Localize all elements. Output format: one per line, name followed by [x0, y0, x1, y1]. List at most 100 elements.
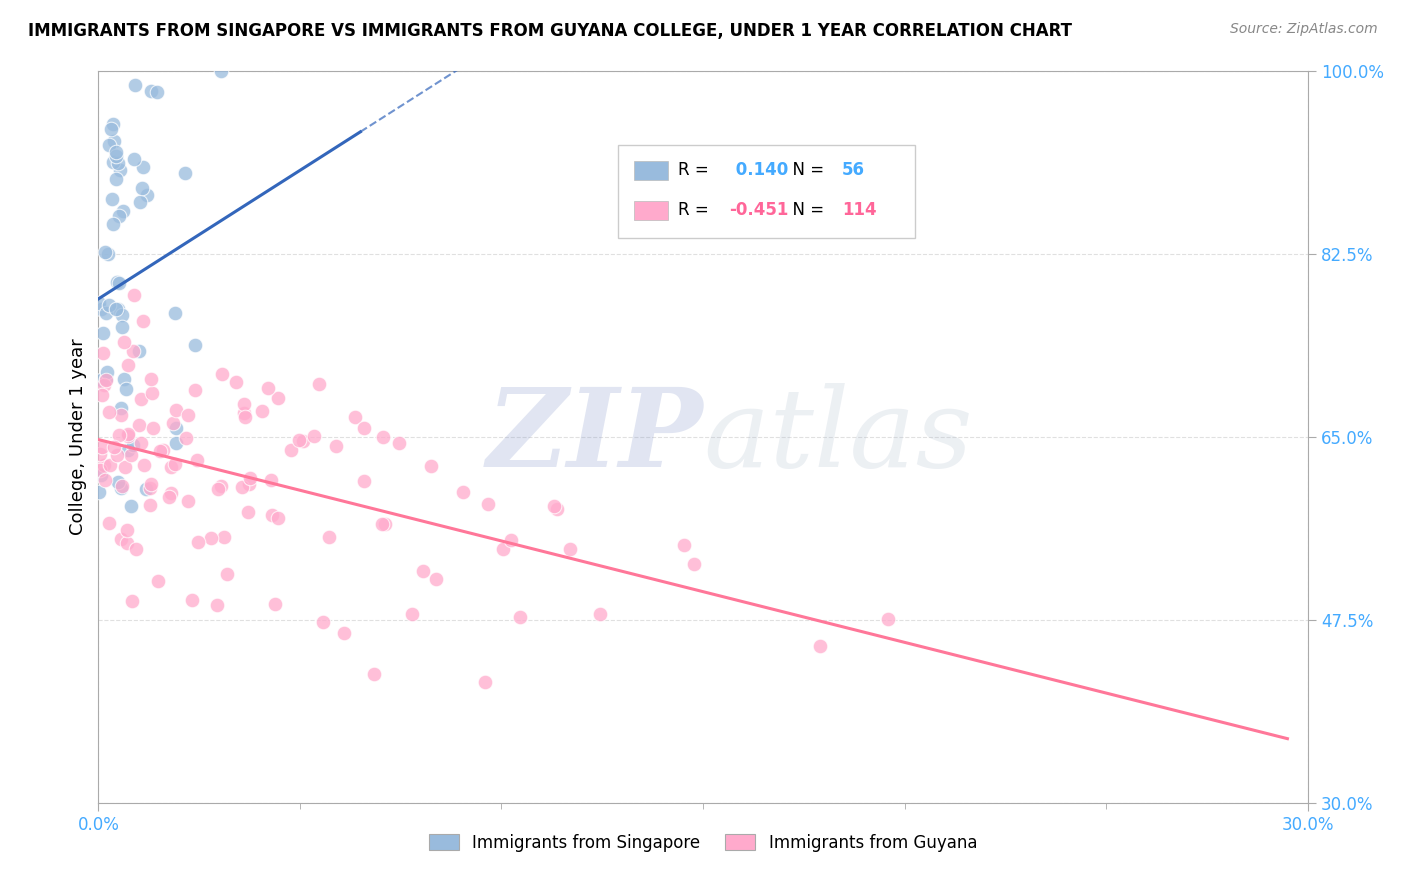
- Point: [94, 244, 117, 259]
- Point: [877, 612, 900, 626]
- Point: [683, 557, 706, 571]
- Point: [117, 429, 139, 443]
- Point: [89, 463, 111, 477]
- Point: [90, 301, 112, 316]
- Point: [388, 435, 411, 450]
- Point: [176, 408, 198, 422]
- Point: [672, 538, 695, 552]
- Point: [122, 437, 145, 451]
- Point: [105, 275, 128, 289]
- Point: [132, 458, 155, 472]
- Point: [256, 381, 278, 395]
- Point: [174, 431, 197, 445]
- Point: [100, 122, 122, 136]
- Point: [138, 481, 160, 495]
- Point: [124, 541, 146, 556]
- Point: [558, 541, 581, 556]
- Point: [157, 491, 180, 505]
- Point: [96, 372, 118, 386]
- Point: [98, 137, 121, 152]
- Point: [162, 417, 184, 431]
- Point: [97, 298, 120, 312]
- Point: [260, 474, 283, 488]
- Point: [94, 473, 117, 487]
- Point: [110, 408, 132, 422]
- Point: [477, 497, 499, 511]
- Point: [129, 436, 152, 450]
- Point: [108, 163, 131, 178]
- Point: [120, 448, 142, 462]
- Point: [112, 204, 135, 219]
- Point: [225, 375, 247, 389]
- Point: [211, 368, 233, 382]
- Point: [97, 247, 120, 261]
- Point: [89, 296, 111, 310]
- Point: [139, 498, 162, 512]
- Text: 114: 114: [842, 202, 877, 219]
- Point: [98, 458, 121, 473]
- Point: [543, 499, 565, 513]
- Point: [107, 155, 129, 169]
- Point: [110, 481, 132, 495]
- Point: [108, 428, 131, 442]
- Point: [131, 180, 153, 194]
- Point: [105, 448, 128, 462]
- Point: [238, 476, 260, 491]
- Point: [236, 505, 259, 519]
- Point: [308, 377, 330, 392]
- Point: [129, 392, 152, 406]
- Point: [212, 530, 235, 544]
- Point: [128, 195, 150, 210]
- Text: 56: 56: [842, 161, 865, 179]
- Point: [211, 64, 233, 78]
- Text: ZIP: ZIP: [486, 384, 703, 491]
- Point: [91, 440, 114, 454]
- Point: [184, 338, 207, 352]
- Point: [115, 523, 138, 537]
- Point: [401, 607, 423, 622]
- Point: [149, 443, 172, 458]
- Point: [232, 397, 254, 411]
- Point: [142, 421, 165, 435]
- Point: [132, 160, 155, 174]
- Point: [233, 410, 256, 425]
- Point: [108, 209, 131, 223]
- Point: [117, 443, 139, 458]
- Point: [159, 460, 181, 475]
- Point: [107, 475, 129, 489]
- Point: [292, 434, 315, 448]
- Point: [112, 334, 135, 349]
- Point: [187, 535, 209, 549]
- Point: [152, 443, 174, 458]
- Point: [120, 500, 142, 514]
- Point: [90, 468, 112, 483]
- Point: [105, 171, 128, 186]
- Text: atlas: atlas: [703, 384, 973, 491]
- Point: [89, 446, 111, 460]
- Point: [318, 530, 340, 544]
- Point: [117, 535, 139, 549]
- Point: [139, 372, 162, 386]
- Point: [186, 452, 208, 467]
- Point: [200, 531, 222, 545]
- Point: [371, 430, 394, 444]
- Point: [371, 516, 394, 531]
- Point: [165, 457, 187, 471]
- Point: [474, 675, 496, 690]
- Point: [267, 391, 290, 405]
- Point: [98, 516, 121, 530]
- Point: [231, 480, 253, 494]
- Point: [344, 410, 367, 425]
- Point: [104, 302, 127, 317]
- Point: [184, 383, 207, 397]
- Point: [146, 574, 169, 588]
- Point: [121, 593, 143, 607]
- Point: [209, 479, 232, 493]
- Point: [546, 502, 568, 516]
- Point: [451, 485, 474, 500]
- Point: [101, 154, 124, 169]
- Point: [122, 344, 145, 359]
- Point: [94, 305, 117, 319]
- Point: [288, 433, 311, 447]
- Point: [107, 301, 129, 316]
